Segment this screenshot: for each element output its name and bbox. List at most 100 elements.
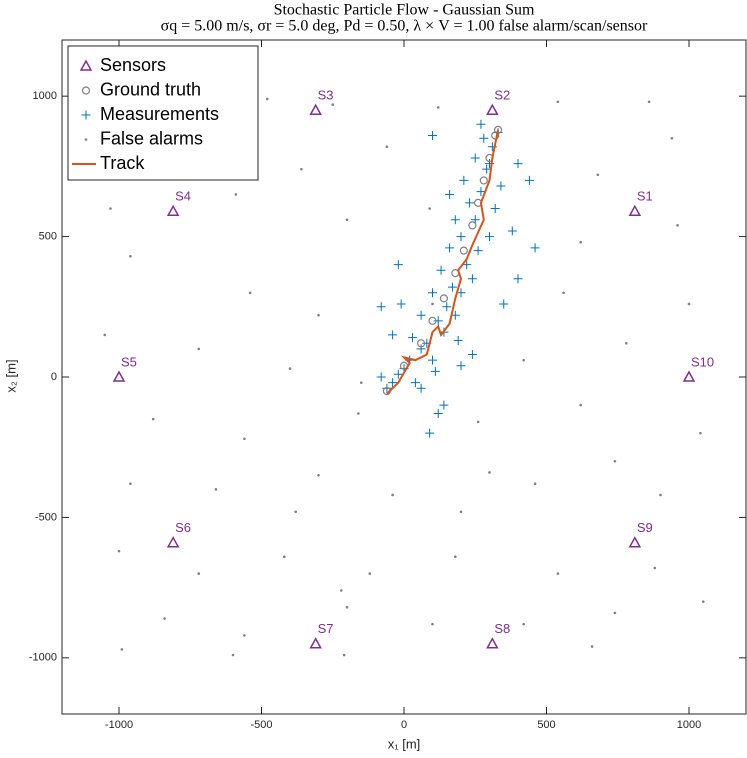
point-dot — [117, 549, 121, 553]
point-dot — [129, 482, 132, 486]
sensor-label: S5 — [121, 354, 137, 369]
point-dot — [522, 622, 525, 626]
sensor-label: S4 — [175, 189, 191, 204]
point-dot — [431, 622, 434, 626]
point-plus — [428, 130, 437, 140]
point-plus — [430, 366, 440, 376]
point-plus — [393, 369, 403, 379]
chart-title: Stochastic Particle Flow - Gaussian Sum — [274, 2, 535, 19]
y-tick-label: -1000 — [29, 652, 57, 664]
legend-label: Sensors — [100, 55, 166, 75]
point-dot — [579, 240, 582, 244]
point-triangle — [486, 103, 499, 115]
chart-subtitle: σq = 5.00 m/s, σr = 5.0 deg, Pd = 0.50, … — [161, 18, 648, 35]
point-dot — [391, 493, 394, 497]
point-plus — [416, 344, 426, 354]
point-dot — [197, 572, 201, 575]
point-dot — [342, 653, 346, 657]
point-triangle — [628, 204, 642, 217]
point-dot — [357, 412, 360, 415]
point-triangle — [628, 536, 642, 548]
y-tick-label: 1000 — [33, 90, 57, 102]
point-plus — [462, 260, 472, 270]
point-plus — [470, 153, 480, 163]
point-plus — [439, 400, 449, 410]
point-circle — [439, 294, 448, 303]
x-tick-label: 500 — [537, 719, 555, 731]
point-dot — [613, 459, 617, 463]
point-dot — [317, 473, 320, 477]
point-dot — [214, 488, 218, 491]
point-plus — [476, 187, 486, 197]
point-triangle — [309, 103, 322, 115]
x-tick-label: -1000 — [105, 719, 133, 731]
sensor-label: S7 — [318, 621, 334, 636]
point-dot — [288, 367, 292, 370]
point-dot — [340, 589, 343, 592]
point-dot — [345, 218, 349, 222]
x-tick-label: 1000 — [677, 719, 701, 731]
point-plus — [447, 282, 457, 292]
point-triangle — [486, 637, 499, 649]
point-plus — [428, 288, 437, 298]
point-plus — [433, 409, 443, 419]
sensor-label: S9 — [637, 520, 653, 535]
point-dot — [625, 342, 628, 345]
point-dot — [613, 611, 617, 615]
sensor-label: S2 — [494, 88, 510, 103]
legend-swatch — [79, 59, 93, 71]
point-dot — [197, 347, 201, 351]
point-plus — [376, 302, 386, 312]
point-dot — [163, 617, 166, 620]
sensor-label: S8 — [494, 621, 510, 636]
point-triangle — [166, 204, 180, 217]
point-plus — [436, 265, 446, 275]
point-dot — [488, 471, 491, 474]
point-dot — [248, 291, 252, 295]
point-dot — [265, 97, 269, 101]
point-dot — [243, 634, 246, 637]
point-circle — [459, 246, 468, 255]
point-dot — [476, 420, 480, 424]
point-plus — [388, 330, 398, 340]
point-dot — [647, 100, 651, 104]
point-dot — [129, 254, 132, 258]
point-dot — [556, 572, 560, 575]
point-plus — [393, 260, 403, 270]
point-plus — [476, 119, 486, 129]
point-dot — [294, 510, 298, 514]
point-dot — [151, 417, 155, 421]
point-plus — [445, 243, 455, 253]
point-dot — [522, 358, 525, 362]
point-plus — [499, 299, 509, 309]
point-plus — [513, 159, 523, 169]
point-dot — [590, 645, 594, 648]
point-plus — [524, 175, 534, 185]
point-plus — [456, 232, 466, 242]
legend-swatch — [81, 110, 91, 120]
point-dot — [243, 437, 246, 441]
y-axis-label: x₂ [m] — [3, 359, 18, 392]
point-dot — [120, 648, 124, 651]
point-dot — [359, 381, 363, 384]
point-plus — [467, 274, 477, 284]
point-dot — [385, 145, 389, 149]
x-axis-label: x₁ [m] — [388, 736, 421, 751]
point-plus — [467, 350, 477, 360]
point-dot — [345, 605, 349, 609]
point-dot — [556, 100, 560, 104]
y-tick-label: 500 — [39, 230, 57, 242]
point-plus — [442, 302, 452, 312]
point-plus — [453, 335, 463, 345]
point-plus — [433, 316, 443, 326]
sensor-label: S3 — [318, 88, 334, 103]
legend-swatch — [84, 138, 88, 141]
point-dot — [231, 653, 235, 657]
point-circle — [428, 316, 437, 325]
point-dot — [699, 431, 702, 435]
point-dot — [300, 167, 303, 171]
point-dot — [562, 291, 565, 295]
point-plus — [482, 164, 492, 174]
legend-box — [67, 45, 259, 181]
point-dot — [653, 566, 657, 570]
